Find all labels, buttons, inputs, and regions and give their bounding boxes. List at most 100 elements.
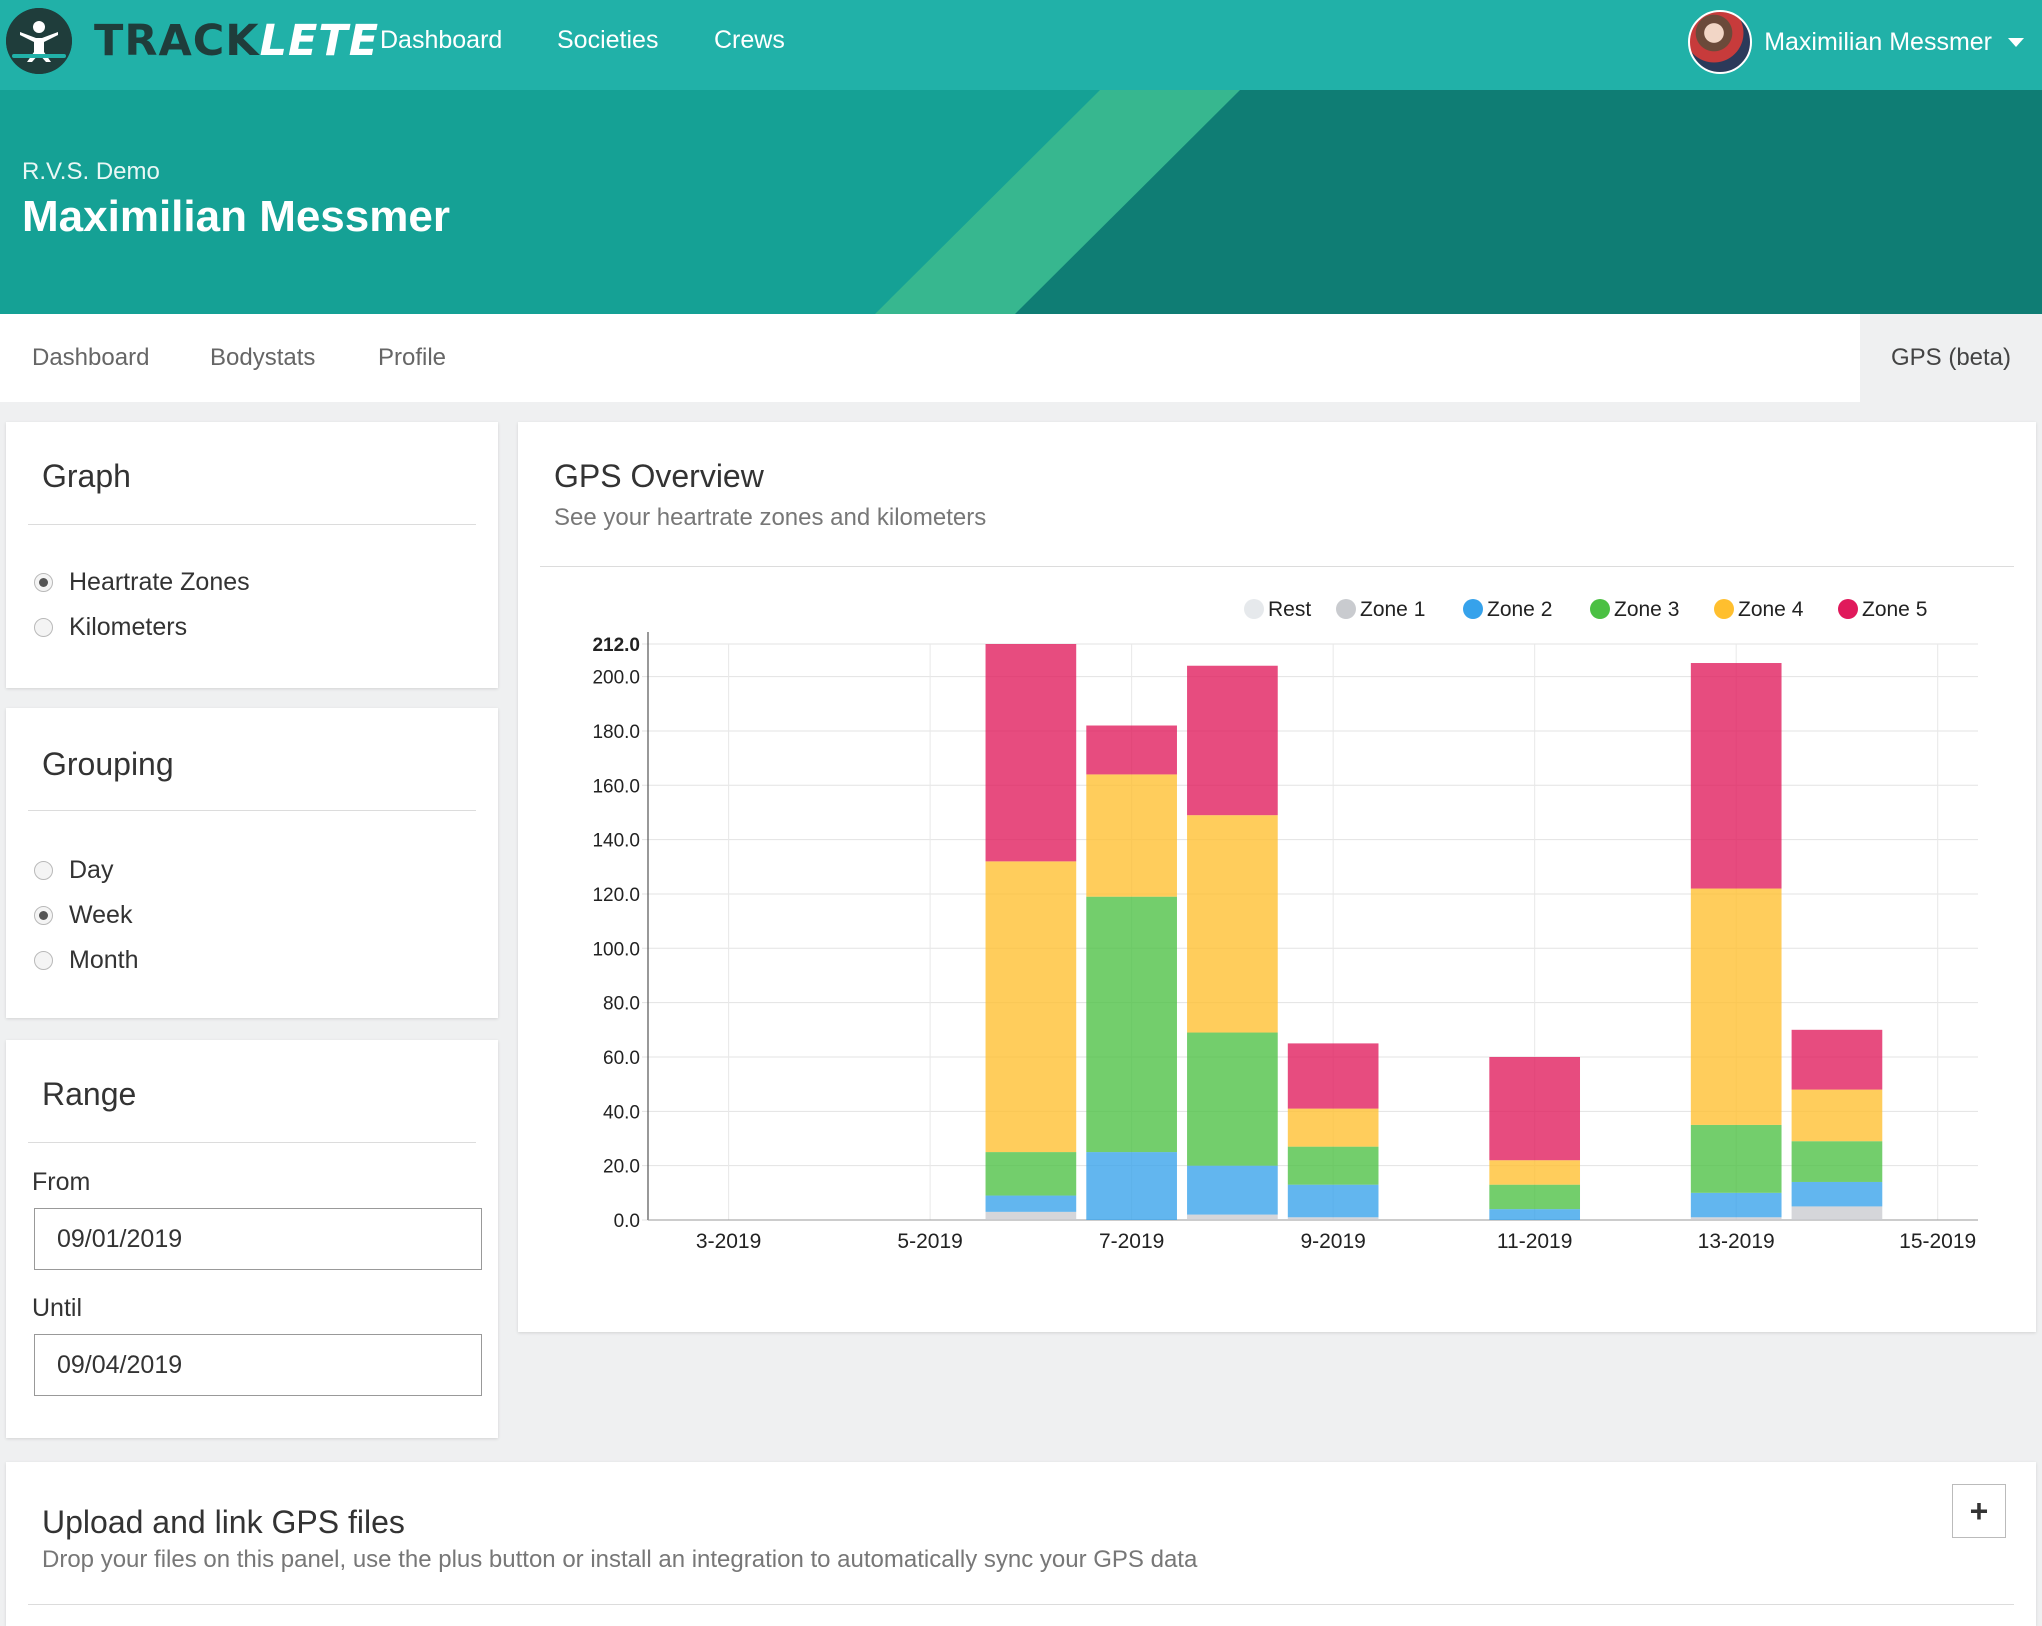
gps-overview-panel: GPS Overview See your heartrate zones an… [518,422,2036,1332]
bar-segment-zone-3 [1086,896,1177,1153]
grouping-panel-title: Grouping [42,746,174,782]
bar-segment-zone-5 [1690,663,1782,889]
y-tick-label: 20.0 [603,1157,640,1178]
bar-segment-zone-3 [1287,1146,1379,1185]
radio-button-checked[interactable] [34,573,53,592]
radio-day[interactable]: Day [34,856,113,885]
y-tick-label: 80.0 [603,994,640,1015]
legend-swatch [1590,599,1610,619]
legend-swatch [1714,599,1734,619]
x-tick-label: 9-2019 [1300,1230,1365,1253]
x-tick-label: 5-2019 [897,1230,962,1253]
avatar [1688,10,1753,74]
logo-wordmark: TRACKLETE [94,16,380,66]
legend-swatch [1244,599,1264,619]
bar-segment-zone-5 [1287,1043,1379,1109]
radio-heartrate-zones[interactable]: Heartrate Zones [34,568,250,597]
bar-segment-zone-2 [1287,1184,1379,1218]
legend-label: Zone 5 [1862,598,1927,621]
bar-segment-zone-4 [1791,1089,1883,1142]
y-tick-label: 160.0 [592,776,640,797]
tracklete-logo[interactable]: TRACKLETE [6,8,379,74]
graph-panel: Graph Heartrate Zones Kilometers [6,422,498,688]
tab-bodystats[interactable]: Bodystats [210,344,316,371]
x-tick-label: 13-2019 [1698,1230,1775,1253]
range-panel-title: Range [42,1076,137,1112]
bar-segment-zone-1 [1690,1217,1782,1220]
bar-segment-zone-2 [1187,1165,1278,1215]
bar-segment-zone-4 [1187,815,1278,1033]
legend-swatch [1336,599,1356,619]
radio-week[interactable]: Week [34,901,132,930]
radio-button[interactable] [34,618,53,637]
x-tick-label: 11-2019 [1497,1230,1573,1253]
divider [28,524,476,525]
nav-societies[interactable]: Societies [557,26,659,54]
bar-segment-zone-5 [1086,725,1177,775]
bar-segment-zone-3 [985,1152,1077,1196]
legend-label: Zone 1 [1360,598,1425,621]
bar-segment-zone-2 [1489,1209,1581,1220]
range-panel: Range From Until [6,1040,498,1438]
nav-dashboard[interactable]: Dashboard [380,26,503,54]
y-tick-label: 212.0 [592,635,640,656]
until-date-input[interactable] [34,1334,482,1396]
user-menu[interactable]: Maximilian Messmer [1688,10,2024,74]
gps-overview-title: GPS Overview [554,458,764,494]
legend-swatch [1463,599,1483,619]
divider [540,566,2014,567]
bar-segment-zone-3 [1690,1124,1782,1193]
bar-segment-zone-3 [1489,1184,1581,1210]
gps-overview-subtitle: See your heartrate zones and kilometers [554,504,987,531]
divider [28,810,476,811]
y-tick-label: 0.0 [614,1211,640,1232]
bar-segment-zone-2 [1086,1152,1177,1220]
radio-label: Week [69,901,133,929]
bar-segment-zone-1 [985,1211,1077,1220]
upload-title: Upload and link GPS files [42,1504,405,1540]
radio-label: Day [69,856,114,884]
y-tick-label: 40.0 [603,1102,640,1123]
tab-dashboard[interactable]: Dashboard [32,344,150,371]
tab-profile[interactable]: Profile [378,344,447,371]
nav-crews[interactable]: Crews [714,26,785,54]
from-date-input[interactable] [34,1208,482,1270]
from-label: From [32,1168,91,1196]
bar-segment-zone-5 [1489,1056,1581,1161]
bar-segment-zone-4 [1690,888,1782,1125]
radio-button[interactable] [34,861,53,880]
x-tick-label: 7-2019 [1099,1230,1164,1253]
user-name: Maximilian Messmer [1764,27,1992,56]
add-gps-file-button[interactable]: + [1952,1484,2006,1538]
heartrate-zones-chart[interactable]: 0.0 20.0 40.0 60.0 80.0 100.0 120.0 140.0 160.0 1… [518,422,2036,1332]
society-name: R.V.S. Demo [22,158,160,185]
upload-panel[interactable]: Upload and link GPS files Drop your file… [6,1462,2036,1626]
radio-label: Heartrate Zones [69,568,250,596]
radio-button[interactable] [34,951,53,970]
bar-segment-zone-1 [1791,1206,1883,1220]
bar-segment-zone-4 [1287,1108,1379,1147]
legend-label: Zone 2 [1487,598,1552,621]
bar-segment-zone-1 [1187,1214,1278,1220]
y-tick-label: 100.0 [592,939,640,960]
bar-segment-zone-3 [1187,1032,1278,1166]
profile-tabs: Dashboard Bodystats Profile GPS (beta) [0,314,2042,402]
y-tick-label: 60.0 [603,1048,640,1069]
y-tick-label: 180.0 [592,722,640,743]
grouping-panel: Grouping Day Week Month [6,708,498,1018]
radio-button-checked[interactable] [34,906,53,925]
radio-month[interactable]: Month [34,946,138,975]
x-tick-label: 15-2019 [1899,1230,1976,1253]
bar-segment-zone-1 [1287,1217,1379,1220]
bar-segment-zone-3 [1791,1141,1883,1182]
radio-kilometers[interactable]: Kilometers [34,613,187,642]
legend-label: Rest [1268,598,1311,621]
profile-header: R.V.S. Demo Maximilian Messmer [0,90,2042,314]
divider [28,1604,2014,1605]
legend-label: Zone 3 [1614,598,1679,621]
bar-segment-zone-5 [1187,665,1278,816]
upload-subtitle: Drop your files on this panel, use the p… [42,1546,1198,1573]
bar-segment-zone-4 [985,861,1077,1153]
page-title: Maximilian Messmer [22,192,450,241]
tab-gps-beta[interactable]: GPS (beta) [1860,314,2042,402]
